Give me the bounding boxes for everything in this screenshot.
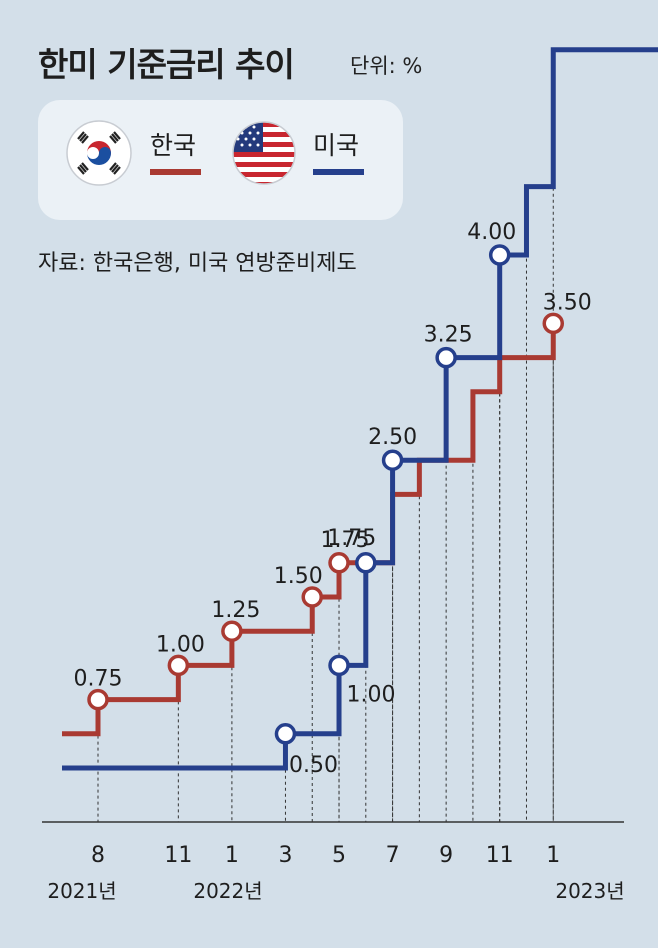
x-tick-label: 1 xyxy=(546,843,560,868)
data-label: 4.00 xyxy=(467,220,516,245)
legend-label-usa: 미국 xyxy=(313,131,360,160)
data-point-marker xyxy=(355,552,377,574)
year-label: 2022년 xyxy=(193,879,262,903)
data-point-marker xyxy=(328,654,350,677)
data-label: 1.75 xyxy=(327,526,376,551)
series-line-usa xyxy=(62,47,658,771)
legend: 한국 미국 xyxy=(38,100,403,220)
data-point-marker xyxy=(328,552,350,574)
legend-label-korea: 한국 xyxy=(150,131,197,160)
data-label: 1.75 xyxy=(321,528,370,553)
korea-flag-icon xyxy=(66,120,132,186)
source-note: 자료: 한국은행, 미국 연방준비제도 xyxy=(38,251,357,276)
data-point-marker xyxy=(167,654,190,677)
data-label: 3.25 xyxy=(424,323,473,348)
data-point-marker xyxy=(435,346,457,369)
data-label: 1.00 xyxy=(347,682,396,707)
year-label: 2023년 xyxy=(555,879,624,903)
x-tick-label: 11 xyxy=(486,843,514,868)
legend-swatch-usa xyxy=(313,169,364,175)
data-point-marker xyxy=(274,723,297,745)
data-point-marker xyxy=(221,620,243,642)
data-label: 3.50 xyxy=(543,290,592,315)
x-tick-label: 11 xyxy=(164,843,192,868)
year-label: 2021년 xyxy=(47,879,116,903)
data-label: 0.75 xyxy=(74,667,123,692)
series-line-korea xyxy=(62,323,556,737)
data-label: 1.50 xyxy=(274,564,323,589)
chart-title: 한미 기준금리 추이 xyxy=(38,45,295,84)
data-point-marker xyxy=(87,688,109,711)
unit-label: 단위: % xyxy=(350,54,423,78)
data-point-marker xyxy=(542,312,565,335)
data-label: 2.50 xyxy=(368,425,417,450)
x-tick-label: 1 xyxy=(225,843,239,868)
data-point-marker xyxy=(381,449,404,471)
x-tick-label: 9 xyxy=(439,843,453,868)
x-tick-label: 8 xyxy=(91,843,105,868)
data-point-marker xyxy=(488,244,511,266)
data-label: 1.00 xyxy=(156,632,205,657)
data-point-marker xyxy=(301,586,323,608)
data-label: 1.25 xyxy=(211,598,260,623)
usa-flag-icon xyxy=(232,121,296,185)
x-tick-label: 7 xyxy=(386,843,400,868)
x-tick-label: 3 xyxy=(278,843,292,868)
x-tick-label: 5 xyxy=(332,843,346,868)
data-label: 0.50 xyxy=(289,753,338,778)
legend-swatch-korea xyxy=(150,169,201,175)
